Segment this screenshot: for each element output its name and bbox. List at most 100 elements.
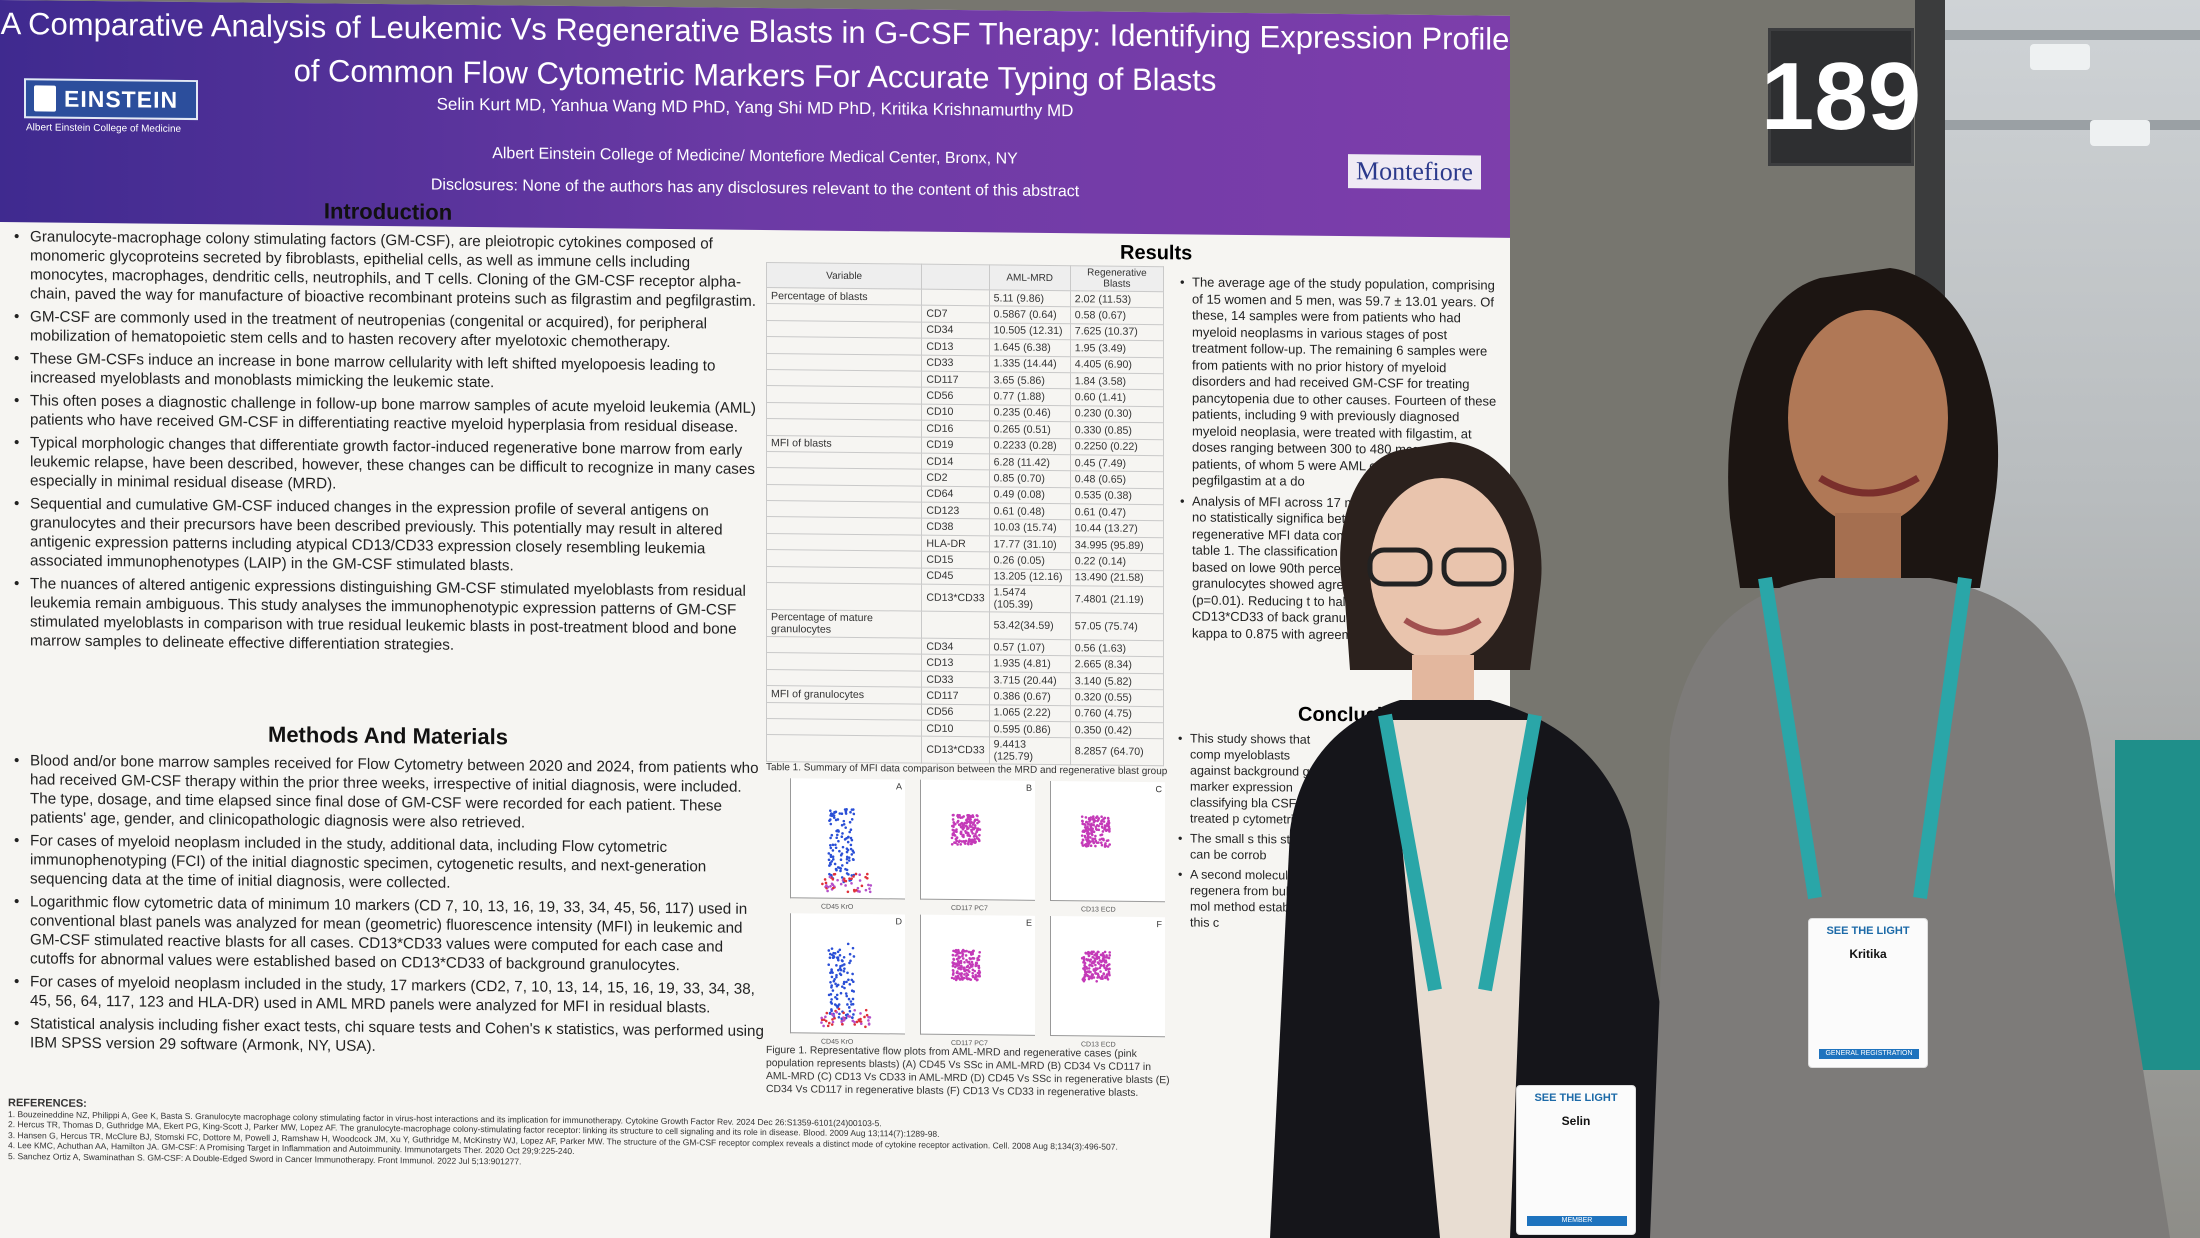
event-dot [1108,827,1111,831]
event-dot [848,982,852,986]
event-dot [1087,954,1091,957]
event-dot [1105,975,1109,978]
event-dot [829,843,832,847]
table-cell: CD13 [921,654,990,672]
table-header-cell: Regenerative Blasts [1070,265,1164,292]
table-cell [766,418,922,437]
event-dot [835,836,839,840]
plot-tag: D [895,916,903,927]
name-badge-selin: SEE THE LIGHT Selin MEMBER [1516,1085,1636,1235]
table-cell: CD14 [921,453,990,471]
event-dot [967,837,971,841]
event-dot [954,950,958,954]
event-dot [977,966,981,969]
event-dot [1088,828,1092,831]
event-dot [829,952,832,956]
event-dot [850,978,854,982]
event-dot [1108,843,1112,846]
table-cell: 0.5867 (0.64) [989,306,1071,324]
event-dot [958,978,962,981]
event-dot [964,839,968,843]
event-dot [843,963,846,966]
event-dot [849,836,853,840]
event-dot [1105,839,1109,843]
event-dot [839,858,843,862]
event-dot [968,966,971,970]
event-dot [960,964,963,968]
event-dot [829,884,832,888]
event-dot [978,833,981,837]
event-dot [850,838,854,842]
event-dot [820,1021,823,1024]
event-dot [821,882,824,886]
event-dot [823,878,827,881]
event-dot [830,975,834,979]
event-dot [1089,963,1093,967]
badge-event: SEE THE LIGHT [1826,925,1910,937]
table-cell: 1.335 (14.44) [989,355,1071,373]
event-dot [954,975,958,978]
event-dot [967,950,971,954]
event-dot [1104,844,1108,848]
event-dot [1083,964,1086,967]
event-dot [1095,957,1099,960]
event-dot [824,881,828,885]
table-cell: 0.330 (0.85) [1070,421,1164,440]
flow-plot: D CD45 KrO [790,913,905,1046]
event-dot [848,961,851,965]
table-cell: CD13 [921,338,990,356]
event-dot [1099,964,1103,968]
event-dot [961,951,964,955]
event-dot [835,1010,839,1014]
event-dot [1105,964,1109,968]
event-dot [865,1013,869,1017]
event-dot [825,1011,829,1015]
event-dot [843,1018,846,1021]
event-dot [845,980,848,984]
event-dot [959,831,963,835]
mfi-comparison-table: Variable AML-MRD Regenerative Blasts Perce… [766,262,1164,767]
table-cell: 0.26 (0.05) [989,552,1071,570]
event-dot [838,948,842,952]
flow-plot: F CD13 ECD [1050,915,1165,1049]
event-dot [826,889,829,893]
event-dot [976,956,979,960]
event-dot [840,823,844,827]
event-dot [957,840,961,844]
event-dot [961,834,964,838]
person-right-kritika [1650,268,2170,1238]
poster-title: A Comparative Analysis of Leukemic Vs Re… [0,2,1510,106]
event-dot [1091,960,1095,964]
event-dot [1089,840,1092,844]
table-cell: 17.77 (31.10) [989,535,1071,553]
event-dot [852,812,856,816]
event-dot [848,859,851,862]
table-cell: 57.05 (75.74) [1070,612,1164,641]
event-dot [836,878,839,882]
event-dot [1089,844,1093,848]
event-dot [842,955,846,959]
event-dot [860,884,864,888]
table-cell [766,533,922,552]
event-dot [846,971,849,975]
event-dot [830,947,834,950]
event-dot [1100,819,1104,822]
event-dot [973,837,977,841]
table-cell: 0.49 (0.08) [989,486,1071,504]
cream-top [1390,720,1530,1238]
event-dot [850,818,854,821]
methods-section: Methods And Materials Blood and/or bone … [8,722,768,1064]
event-dot [1088,960,1092,963]
event-dot [1089,825,1093,829]
event-dot [831,878,835,881]
event-dot [848,952,852,956]
table-cell: 3.65 (5.86) [989,371,1071,390]
event-dot [976,974,980,978]
table-cell: 6.28 (11.42) [989,453,1071,472]
event-dot [844,884,847,887]
table-cell: CD45 [921,567,990,585]
event-dot [827,963,831,966]
event-dot [1085,967,1089,970]
einstein-logo-text: EINSTEIN [64,85,179,113]
table-cell: 0.22 (0.14) [1070,552,1164,571]
